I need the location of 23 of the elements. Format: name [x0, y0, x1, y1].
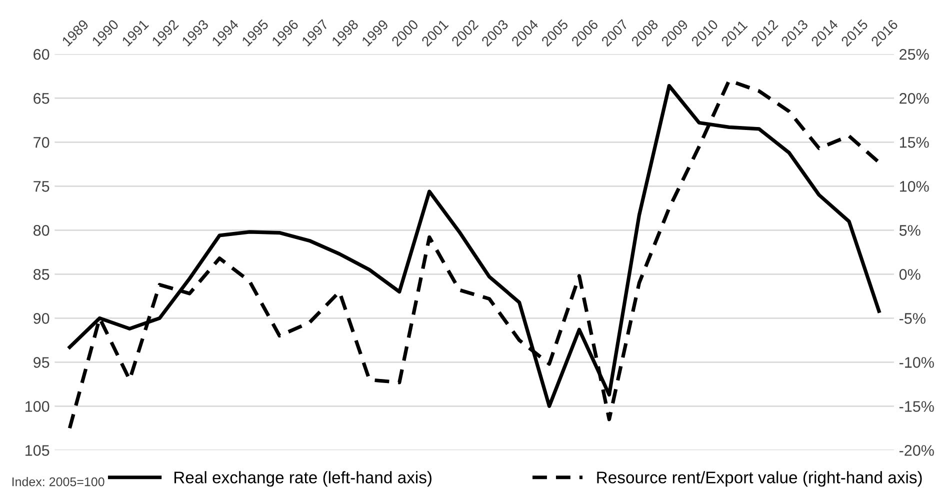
y-tick-label: 85: [34, 269, 50, 280]
y-tick-label: 105: [26, 445, 50, 456]
y2-tick-label: -5%: [900, 313, 926, 324]
y-tick-label: 80: [34, 225, 50, 236]
y2-tick-label: 0%: [899, 269, 920, 280]
y-tick-label: 65: [34, 92, 50, 104]
y-tick-label: 60: [34, 48, 50, 60]
y-tick-label: 90: [34, 313, 50, 324]
text: Index: 2005=100: [12, 477, 104, 486]
y-tick-label: 70: [34, 137, 50, 148]
y2-tick-label: 15%: [900, 137, 929, 148]
y2-tick-label: 20%: [900, 92, 929, 104]
y-tick-label: 100: [26, 401, 50, 412]
y2-tick-label: 25%: [900, 48, 929, 60]
y2-tick-label: -15%: [900, 401, 934, 412]
y2-tick-label: -20%: [900, 445, 934, 456]
y2-tick-label: -10%: [900, 357, 934, 368]
y2-tick-label: 10%: [900, 181, 929, 192]
legend-label: Resource rent/Export value (right-hand axis): [597, 471, 922, 487]
y2-tick-label: 5%: [899, 225, 920, 236]
y-tick-label: 75: [34, 181, 50, 192]
legend-label: Real exchange rate (left-hand axis): [174, 471, 432, 487]
y-tick-label: 95: [34, 357, 50, 368]
